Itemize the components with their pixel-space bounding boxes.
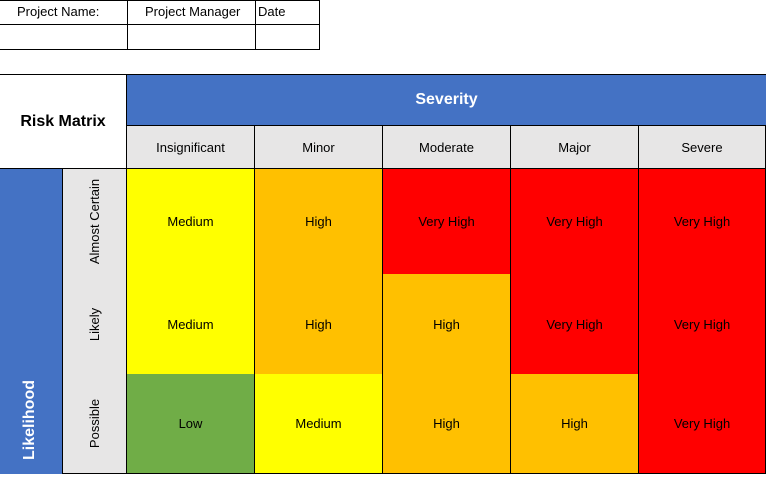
risk-cell: Medium xyxy=(127,169,255,275)
matrix-top-border xyxy=(0,74,766,75)
risk-cell: Very High xyxy=(511,274,639,375)
likelihood-row-almost-certain: Almost Certain xyxy=(63,169,127,275)
severity-col-insignificant: Insignificant xyxy=(127,125,255,169)
risk-cell: Very High xyxy=(639,274,766,375)
likelihood-row-label: Likely xyxy=(87,307,102,341)
severity-header: Severity xyxy=(127,75,766,125)
date-field[interactable] xyxy=(255,24,320,50)
risk-cell: Very High xyxy=(639,169,766,275)
risk-cell: Very High xyxy=(383,169,511,275)
severity-col-severe: Severe xyxy=(639,125,766,169)
risk-cell: Medium xyxy=(255,374,383,474)
likelihood-row-label: Possible xyxy=(86,398,102,449)
risk-cell: Very High xyxy=(511,169,639,275)
likelihood-label: Likelihood xyxy=(21,380,38,460)
likelihood-row-label: Almost Certain xyxy=(87,178,102,265)
risk-cell: High xyxy=(511,374,639,474)
project-manager-header: Project Manager xyxy=(127,0,256,25)
risk-cell: Very High xyxy=(639,374,766,474)
likelihood-row-possible: Possible xyxy=(63,374,127,474)
severity-col-minor: Minor xyxy=(255,125,383,169)
risk-cell: High xyxy=(383,374,511,474)
project-name-field[interactable] xyxy=(0,24,128,50)
risk-cell: High xyxy=(383,274,511,375)
project-manager-field[interactable] xyxy=(127,24,256,50)
likelihood-header: Likelihood xyxy=(0,169,63,474)
date-header: Date xyxy=(255,0,320,25)
risk-cell: Medium xyxy=(127,274,255,375)
grid-top-border xyxy=(0,168,766,169)
matrix-title: Risk Matrix xyxy=(0,75,127,169)
risk-cell: High xyxy=(255,274,383,375)
risk-cell: Low xyxy=(127,374,255,474)
severity-col-moderate: Moderate xyxy=(383,125,511,169)
risk-cell: High xyxy=(255,169,383,275)
likelihood-row-likely: Likely xyxy=(63,274,127,375)
severity-col-major: Major xyxy=(511,125,639,169)
project-name-header: Project Name: xyxy=(0,0,128,25)
